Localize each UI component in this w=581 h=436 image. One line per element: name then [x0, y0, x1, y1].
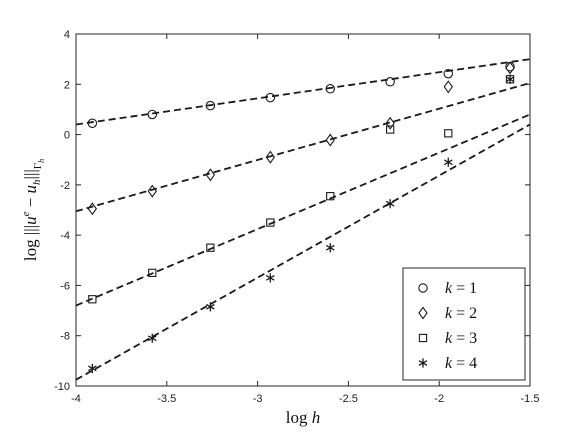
y-axis-label: log |||ue − uh|||Γh	[20, 159, 46, 261]
data-point-k4	[147, 333, 157, 343]
data-point-k3	[88, 295, 97, 304]
y-axis-label-gamma: Γ	[32, 163, 44, 169]
data-point-k2	[265, 150, 275, 164]
y-axis-label-log: log	[21, 239, 40, 261]
legend-marker-k1	[418, 283, 428, 293]
x-tick-label: -2	[434, 393, 444, 405]
y-axis-label-gamma-sub: h	[37, 159, 46, 163]
x-tick-label: -3	[253, 393, 263, 405]
y-axis-label-e: e	[20, 211, 32, 216]
data-point-k4	[385, 199, 395, 209]
data-point-k4	[265, 273, 275, 283]
data-point-k4	[443, 157, 453, 167]
fit-line-k4	[75, 123, 531, 381]
fit-lines	[75, 58, 531, 381]
y-tick-label: 4	[64, 29, 70, 41]
legend-val-3: 3	[469, 330, 477, 347]
legend-marker-k3	[418, 333, 428, 343]
legend-k-3: k	[445, 330, 453, 347]
y-tick-label: 0	[64, 130, 70, 142]
x-tick-label: -3.5	[157, 393, 176, 405]
data-point-k1	[147, 109, 158, 120]
legend-k-1: k	[445, 280, 453, 297]
y-tick-label: 2	[64, 79, 70, 91]
data-points	[87, 61, 515, 373]
legend-eq-3: =	[452, 330, 469, 347]
fit-line-k2	[75, 82, 531, 213]
legend-k-2: k	[445, 305, 453, 322]
y-axis-label-bars-left: |||	[21, 225, 40, 235]
x-axis-label: log h	[286, 408, 320, 427]
y-axis-label-uh: u	[21, 185, 40, 194]
y-tick-label: -4	[60, 230, 70, 242]
data-point-k3	[444, 129, 453, 138]
data-point-k2	[385, 116, 395, 130]
data-point-k1	[325, 84, 335, 94]
data-point-k4	[88, 363, 97, 373]
legend-entry-k3: k = 3	[445, 330, 477, 347]
data-point-k4	[325, 243, 335, 253]
data-point-k1	[205, 100, 216, 111]
legend-eq-1: =	[452, 280, 469, 297]
axis-ticks: -4 -3.5 -3 -2.5 -2 -1.5 4 2 0 -2 -4 -6 -8 -10	[54, 29, 539, 405]
data-point-k2	[147, 184, 157, 198]
legend-val-1: 1	[469, 280, 477, 297]
data-point-k2	[505, 61, 515, 75]
y-axis-label-bars-right: |||	[21, 169, 40, 179]
data-point-k3	[266, 218, 275, 227]
legend-k-4: k	[445, 355, 453, 372]
data-point-k3	[148, 268, 157, 278]
data-point-k2	[443, 80, 453, 94]
y-axis-label-h: h	[31, 179, 43, 185]
y-tick-label: -6	[60, 280, 70, 292]
legend-marker-k2	[418, 306, 428, 320]
y-tick-label: -10	[54, 381, 70, 393]
legend-eq-4: =	[452, 355, 469, 372]
data-point-k1	[265, 92, 276, 103]
legend-marker-k4	[418, 358, 428, 368]
legend-val-4: 4	[469, 355, 477, 372]
legend-entry-k1: k = 1	[445, 280, 477, 297]
data-point-k2	[325, 133, 335, 147]
legend-entry-k4: k = 4	[445, 355, 477, 372]
x-axis-label-log: log	[286, 408, 308, 427]
y-axis-label-u: u	[21, 216, 40, 225]
data-point-k3	[206, 243, 215, 252]
legend-val-2: 2	[469, 305, 477, 322]
y-tick-label: -8	[60, 331, 70, 343]
data-point-k3	[386, 125, 395, 134]
y-tick-label: -2	[60, 180, 70, 192]
x-tick-label: -2.5	[339, 393, 358, 405]
fit-line-k3	[75, 113, 531, 307]
data-point-k4	[505, 74, 515, 84]
data-point-k2	[87, 202, 98, 216]
legend-markers	[418, 283, 428, 368]
data-point-k1	[87, 118, 98, 129]
legend-entry-k2: k = 2	[445, 305, 477, 322]
data-point-k1	[443, 68, 454, 79]
legend: k = 1 k = 2 k = 3 k = 4	[402, 267, 526, 381]
legend-eq-2: =	[452, 305, 469, 322]
y-axis-label-minus: −	[21, 193, 40, 211]
x-tick-label: -1.5	[521, 393, 540, 405]
data-point-k4	[206, 302, 215, 312]
data-point-k3	[326, 192, 335, 201]
data-point-k2	[205, 168, 216, 182]
data-point-k1	[385, 77, 395, 87]
x-tick-label: -4	[71, 393, 81, 405]
x-axis-label-var: h	[312, 408, 321, 427]
